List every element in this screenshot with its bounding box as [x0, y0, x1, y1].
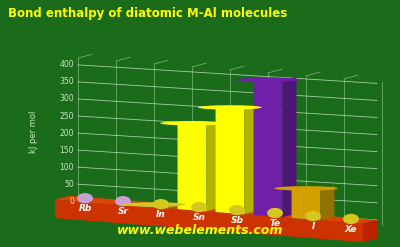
Ellipse shape — [198, 105, 262, 110]
Ellipse shape — [160, 121, 224, 125]
Text: Sb: Sb — [230, 216, 244, 225]
Text: 300: 300 — [59, 94, 74, 103]
Text: Bond enthalpy of diatomic M-Al molecules: Bond enthalpy of diatomic M-Al molecules — [8, 7, 287, 21]
Text: Sr: Sr — [118, 207, 128, 216]
Circle shape — [306, 211, 320, 221]
Text: kJ per mol: kJ per mol — [30, 111, 38, 153]
Text: Sn: Sn — [192, 213, 206, 222]
Polygon shape — [206, 121, 220, 211]
Text: In: In — [156, 210, 166, 219]
Circle shape — [78, 194, 92, 203]
Text: 150: 150 — [60, 146, 74, 155]
Text: 100: 100 — [60, 163, 74, 172]
Polygon shape — [254, 79, 282, 217]
Polygon shape — [282, 77, 296, 217]
Ellipse shape — [274, 186, 338, 191]
Text: www.webelements.com: www.webelements.com — [117, 224, 283, 237]
Text: 0: 0 — [69, 197, 74, 206]
Polygon shape — [140, 203, 168, 208]
Text: 250: 250 — [60, 112, 74, 121]
Polygon shape — [178, 122, 206, 211]
Circle shape — [344, 214, 358, 224]
Circle shape — [230, 206, 244, 214]
Text: 400: 400 — [59, 60, 74, 69]
Polygon shape — [244, 105, 258, 214]
Text: I: I — [311, 222, 315, 231]
Ellipse shape — [122, 202, 186, 207]
Circle shape — [268, 208, 282, 218]
Polygon shape — [292, 187, 320, 220]
Polygon shape — [168, 202, 182, 208]
Polygon shape — [216, 106, 244, 214]
Ellipse shape — [236, 78, 300, 82]
Circle shape — [116, 197, 130, 206]
Text: Rb: Rb — [78, 204, 92, 213]
Circle shape — [154, 200, 168, 208]
Polygon shape — [320, 186, 334, 220]
Text: Xe: Xe — [345, 225, 357, 234]
Text: 350: 350 — [59, 77, 74, 86]
Circle shape — [192, 203, 206, 211]
Text: 200: 200 — [60, 129, 74, 138]
Text: Te: Te — [270, 219, 280, 228]
Polygon shape — [55, 196, 377, 224]
Polygon shape — [55, 200, 363, 242]
Text: 50: 50 — [64, 180, 74, 189]
Polygon shape — [363, 220, 377, 242]
